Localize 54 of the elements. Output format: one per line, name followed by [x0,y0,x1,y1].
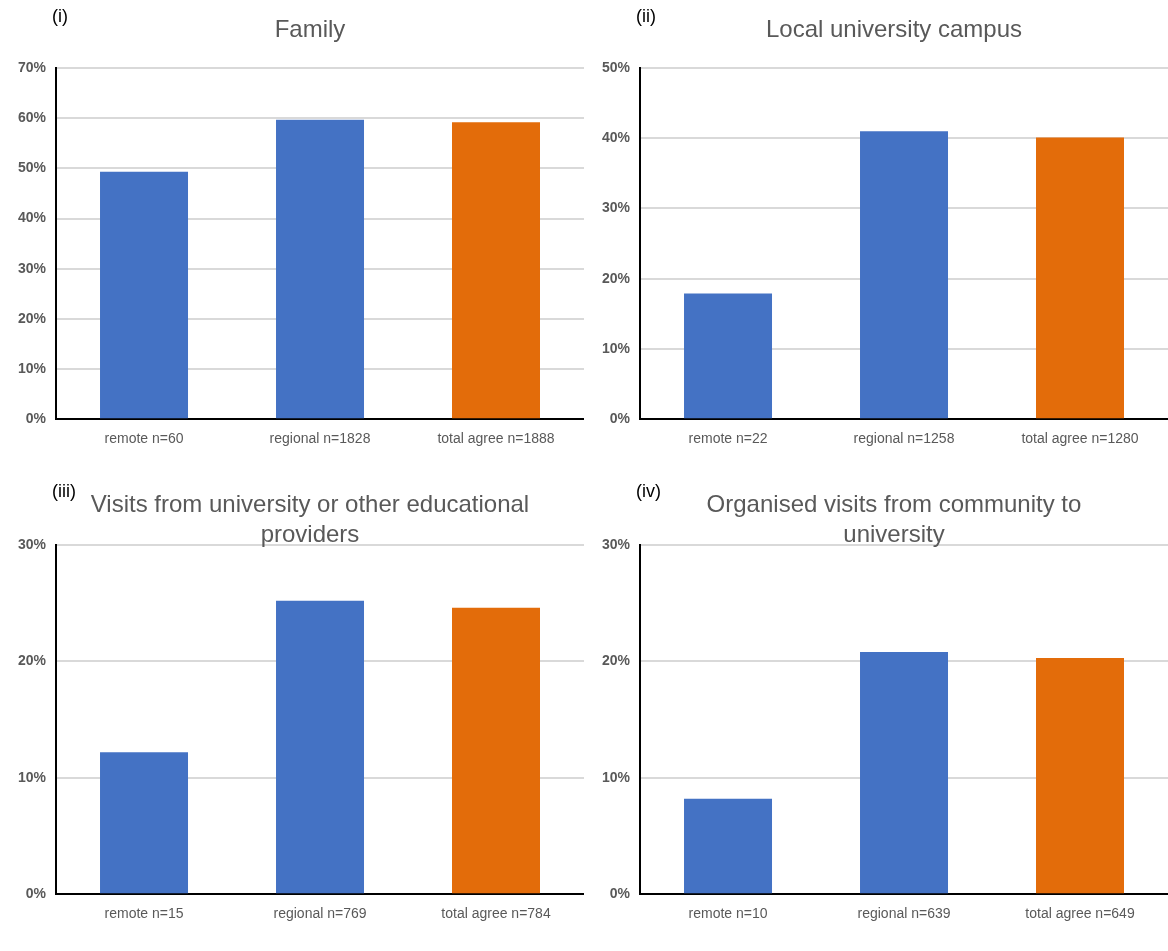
x-tick-label: total agree n=1888 [437,430,555,447]
y-tick-label: 50% [601,58,631,75]
y-tick-label: 30% [601,535,631,552]
chart-title: Local university campus [764,14,1024,44]
chart-title: Visits from university or other educational providers [90,489,530,549]
x-tick-label: total agree n=784 [441,905,551,922]
y-tick-label: 10% [601,339,631,356]
y-tick-label: 20% [17,309,47,326]
y-tick-label: 10% [17,359,47,376]
y-tick-label: 10% [601,768,631,785]
x-tick-label: remote n=10 [688,905,768,922]
y-tick-label: 10% [17,768,47,785]
y-tick-label: 50% [17,159,47,176]
y-tick-label: 40% [17,209,47,226]
chart-title: Organised visits from community to university [705,489,1083,549]
y-tick-label: 0% [25,410,47,427]
x-tick-label: total agree n=649 [1025,905,1135,922]
bar [860,652,949,894]
bar [452,607,540,894]
text: (iii) [52,481,76,502]
y-tick-label: 40% [601,129,631,146]
y-tick-label: 0% [25,885,47,902]
y-tick-label: 30% [601,199,631,216]
x-tick-label: regional n=1828 [269,430,371,447]
y-tick-label: 0% [609,410,631,427]
y-tick-label: 30% [17,535,47,552]
y-tick-label: 70% [17,58,47,75]
bar [452,122,540,419]
y-tick-label: 20% [17,652,47,669]
x-tick-label: remote n=60 [104,430,184,447]
text: (ii) [636,6,656,27]
bar [1036,137,1124,419]
text: (iv) [636,481,661,502]
bar [860,131,949,419]
y-tick-label: 20% [601,269,631,286]
chart-title: Family [273,14,347,44]
y-tick-label: 30% [17,259,47,276]
x-tick-label: total agree n=1280 [1021,430,1139,447]
x-tick-label: remote n=15 [104,905,184,922]
bar [276,600,365,894]
text: (i) [52,6,68,27]
bar [100,171,189,419]
y-tick-label: 20% [601,652,631,669]
y-tick-label: 0% [609,885,631,902]
bar [684,293,773,419]
x-tick-label: remote n=22 [688,430,768,447]
bar [1036,657,1124,894]
x-tick-label: regional n=639 [857,905,951,922]
x-tick-label: regional n=769 [273,905,367,922]
bar [100,752,189,894]
x-tick-label: regional n=1258 [853,430,955,447]
y-tick-label: 60% [17,109,47,126]
bar [276,119,365,419]
bar [684,798,773,894]
